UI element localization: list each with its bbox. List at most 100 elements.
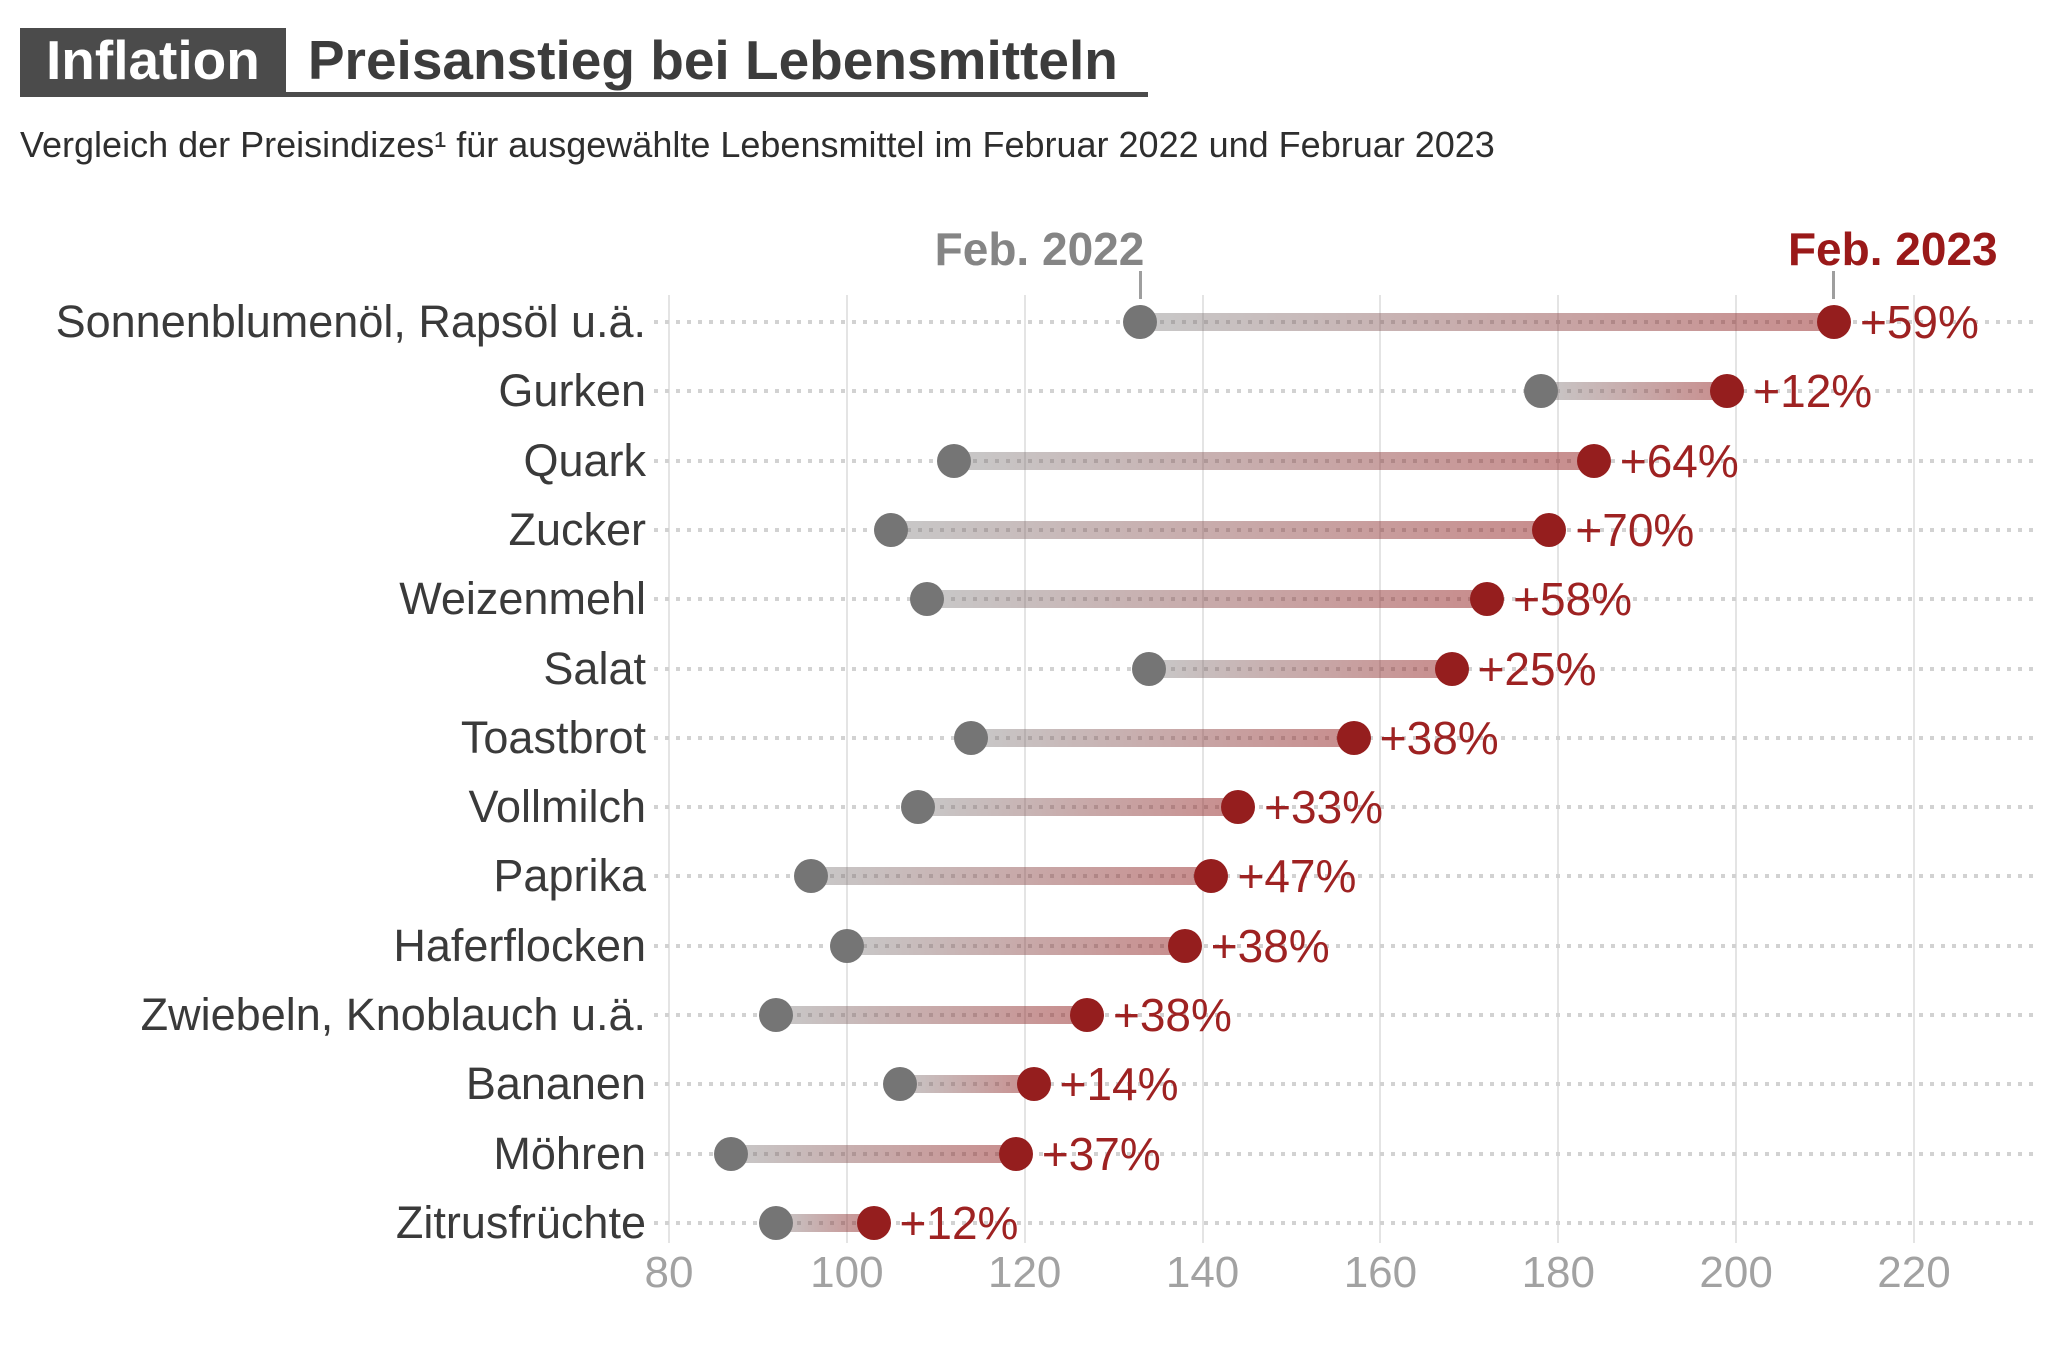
dot-feb-2022 — [758, 998, 793, 1032]
row-label: Bananen — [465, 1058, 646, 1110]
row-label: Zucker — [508, 503, 646, 555]
axis-tick-label: 160 — [1343, 1248, 1418, 1297]
dumbbell-bar — [775, 1006, 1087, 1024]
dot-feb-2022 — [758, 1205, 793, 1240]
row-label: Zitrusfrüchte — [395, 1196, 646, 1248]
change-label: +38% — [1379, 711, 1499, 764]
dot-feb-2022 — [829, 928, 864, 963]
dumbbell-bar — [775, 1213, 874, 1232]
change-label: +12% — [899, 1196, 1019, 1249]
dot-feb-2023 — [856, 1205, 891, 1240]
dot-feb-2023 — [1710, 374, 1745, 409]
dot-feb-2022 — [1123, 305, 1158, 339]
change-label: +33% — [1264, 781, 1384, 834]
dot-feb-2022 — [794, 859, 829, 894]
dot-feb-2023 — [1167, 928, 1202, 963]
gridline — [1913, 295, 1915, 1243]
dot-feb-2022 — [909, 582, 944, 617]
row-label: Quark — [523, 434, 646, 486]
row-label: Paprika — [493, 850, 646, 902]
row-label: Zwiebeln, Knoblauch u.ä. — [140, 989, 646, 1040]
row-label: Sonnenblumenöl, Rapsöl u.ä. — [55, 296, 646, 347]
dot-feb-2022 — [954, 720, 989, 755]
gridline — [1557, 295, 1560, 1243]
row-label: Haferflocken — [393, 919, 646, 971]
dot-feb-2023 — [1470, 582, 1505, 617]
change-label: +58% — [1513, 573, 1633, 626]
dumbbell-bar — [1149, 659, 1452, 678]
dumbbell-bar — [846, 936, 1185, 955]
dot-feb-2023 — [1576, 443, 1611, 478]
dot-feb-2023 — [1816, 305, 1851, 339]
change-label: +38% — [1210, 919, 1330, 972]
row-label: Salat — [543, 642, 646, 694]
change-label: +38% — [1112, 989, 1232, 1041]
gridline — [845, 295, 848, 1243]
change-label: +59% — [1859, 296, 1979, 348]
header-row: Inflation Preisanstieg bei Lebensmitteln — [20, 28, 1148, 97]
axis-tick-label: 220 — [1877, 1248, 1951, 1297]
axis-tick-label: 180 — [1521, 1248, 1595, 1297]
row-label: Vollmilch — [468, 781, 646, 833]
dot-feb-2022 — [936, 443, 971, 478]
dot-feb-2022 — [1132, 651, 1167, 686]
dumbbell-bar — [971, 728, 1354, 747]
row-leader-line — [654, 389, 2038, 394]
axis-tick-label: 120 — [987, 1248, 1062, 1297]
row-label: Toastbrot — [460, 711, 646, 763]
gridline — [1201, 295, 1204, 1243]
dumbbell-bar — [811, 867, 1212, 886]
dot-feb-2023 — [1221, 790, 1256, 825]
dot-feb-2023 — [1434, 651, 1469, 686]
dot-feb-2023 — [1336, 720, 1371, 755]
dot-feb-2023 — [1532, 512, 1567, 547]
row-leader-line — [654, 943, 2038, 948]
dumbbell-bar — [731, 1144, 1016, 1163]
row-label: Gurken — [498, 365, 646, 417]
dumbbell-bar — [900, 1075, 1034, 1094]
row-leader-line — [654, 1013, 2038, 1017]
gridline — [1023, 295, 1026, 1243]
dumbbell-bar — [926, 590, 1488, 609]
dumbbell-bar — [918, 798, 1239, 817]
legend-tick-2023 — [1832, 271, 1836, 299]
axis-tick-label: 140 — [1165, 1248, 1240, 1297]
inflation-badge: Inflation — [20, 28, 286, 92]
dot-feb-2022 — [901, 790, 935, 825]
dot-feb-2023 — [1016, 1067, 1051, 1102]
axis-tick-label: 200 — [1699, 1248, 1773, 1297]
legend-label-feb-2022: Feb. 2022 — [934, 223, 1145, 275]
change-label: +25% — [1477, 642, 1597, 695]
dot-feb-2023 — [1069, 998, 1104, 1032]
dot-feb-2022 — [883, 1067, 918, 1102]
row-leader-line — [654, 874, 2038, 879]
change-label: +37% — [1041, 1127, 1161, 1180]
dot-feb-2022 — [874, 512, 909, 547]
dot-feb-2022 — [714, 1136, 749, 1171]
legend-tick-2022 — [1138, 271, 1142, 299]
change-label: +12% — [1753, 365, 1873, 418]
change-label: +47% — [1237, 850, 1357, 903]
row-leader-line — [654, 805, 2038, 810]
change-label: +14% — [1059, 1058, 1179, 1111]
dumbbell-bar — [953, 451, 1594, 470]
dumbbell-bar — [1540, 382, 1728, 401]
legend-label-feb-2023: Feb. 2023 — [1787, 223, 1998, 275]
dot-feb-2022 — [1523, 374, 1558, 409]
dot-feb-2023 — [998, 1136, 1033, 1171]
dumbbell-bar — [891, 520, 1550, 539]
change-label: +64% — [1619, 434, 1739, 487]
row-label: Möhren — [493, 1127, 646, 1179]
gridline — [1735, 295, 1738, 1243]
dumbbell-bar — [1140, 313, 1834, 331]
row-leader-line — [654, 1220, 2038, 1225]
row-leader-line — [654, 1082, 2038, 1087]
row-label: Weizenmehl — [399, 573, 646, 625]
dot-feb-2023 — [1194, 859, 1229, 894]
axis-tick-label: 80 — [644, 1248, 694, 1297]
change-label: +70% — [1575, 503, 1695, 556]
chart-title: Preisanstieg bei Lebensmitteln — [307, 29, 1118, 91]
gridline — [1379, 295, 1382, 1243]
